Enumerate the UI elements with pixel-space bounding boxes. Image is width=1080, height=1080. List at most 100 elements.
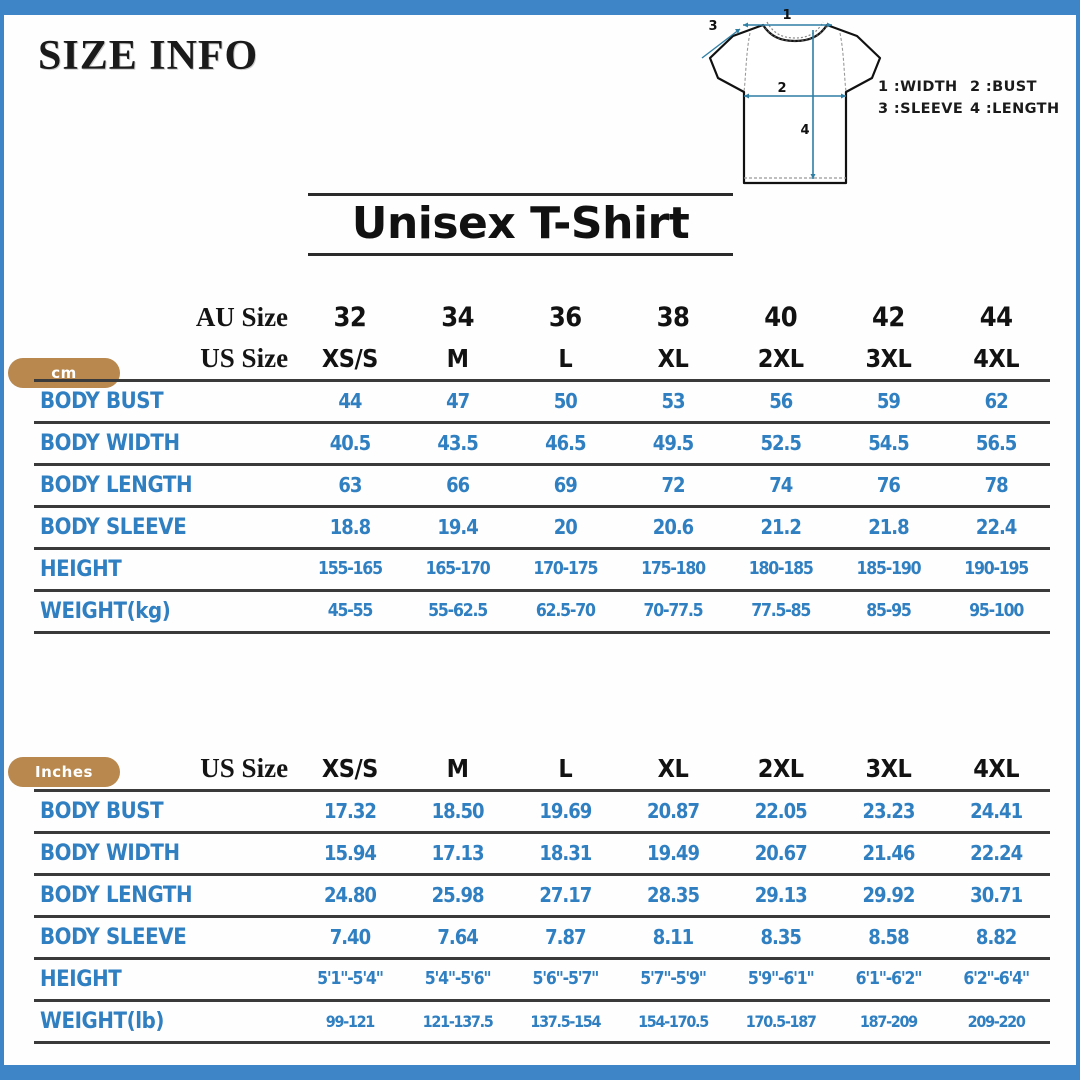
cell: 74 — [769, 473, 793, 497]
cm-us-col-7: 4XL — [973, 343, 1020, 373]
cell: 28.35 — [647, 883, 700, 907]
cell: 78 — [984, 473, 1009, 497]
collar-line-outer — [766, 21, 824, 39]
size-table-cm: AU Size 32 34 36 38 40 42 44 US Size XS/… — [34, 296, 1050, 634]
product-title-box: Unisex T-Shirt — [308, 193, 733, 256]
cell: 18.8 — [329, 515, 371, 539]
cell: 209-220 — [967, 1011, 1026, 1031]
measure-1-label: 1 — [782, 8, 791, 23]
cell: 5'7"-5'9" — [640, 969, 707, 989]
cm-au-col-6: 42 — [872, 301, 905, 333]
cell: 21.46 — [862, 841, 915, 865]
cell: 22.4 — [975, 515, 1017, 539]
unit-badge-inches: Inches — [8, 757, 120, 787]
cell: 17.13 — [431, 841, 485, 865]
measure-2-arrow-right — [841, 93, 846, 99]
cell: 20.87 — [647, 799, 700, 823]
inches-us-col-6: 3XL — [865, 753, 912, 783]
cell: 59 — [876, 389, 901, 413]
cm-us-col-1: XS/S — [321, 343, 378, 373]
cell: 8.11 — [652, 925, 694, 949]
unit-badge-cm: cm — [8, 358, 120, 388]
row-label-weight-lb: WEIGHT(lb) — [40, 1008, 165, 1034]
row-label-body-sleeve-in: BODY SLEEVE — [40, 924, 187, 950]
inches-header-row-us: US Size XS/S M L XL 2XL 3XL 4XL — [34, 748, 1050, 790]
cell: 6'1"-6'2" — [855, 969, 923, 989]
cell: 23.23 — [862, 799, 915, 823]
row-label-body-length-cm: BODY LENGTH — [40, 472, 193, 498]
table-row: HEIGHT 5'1"-5'4" 5'4"-5'6" 5'6"-5'7" 5'7… — [34, 958, 1050, 1000]
cell: 21.2 — [760, 515, 802, 539]
cm-au-col-7: 44 — [979, 301, 1013, 333]
diagram-legend: 1 :WIDTH 2 :BUST 3 :SLEEVE 4 :LENGTH — [878, 76, 1060, 120]
cell: 56.5 — [975, 431, 1017, 455]
bottom-accent-bar — [0, 1065, 1080, 1080]
legend-row-1: 1 :WIDTH 2 :BUST — [878, 76, 1060, 98]
cell: 85-95 — [866, 601, 912, 621]
row-label-body-sleeve-cm: BODY SLEEVE — [40, 514, 187, 540]
cell: 180-185 — [748, 559, 814, 579]
right-accent-bar — [1076, 0, 1080, 1080]
inches-table-head: US Size XS/S M L XL 2XL 3XL 4XL — [34, 748, 1050, 790]
cell: 8.35 — [760, 925, 802, 949]
cell: 7.40 — [329, 925, 371, 949]
cm-au-col-4: 38 — [656, 301, 690, 333]
top-accent-bar — [0, 0, 1080, 15]
table-row: BODY BUST 44 47 50 53 56 59 62 — [34, 380, 1050, 422]
table-row: WEIGHT(lb) 99-121 121-137.5 137.5-154 15… — [34, 1000, 1050, 1042]
cell: 24.41 — [970, 799, 1023, 823]
cell: 17.32 — [323, 799, 377, 823]
cm-table-body: BODY BUST 44 47 50 53 56 59 62 BODY WIDT… — [34, 380, 1050, 632]
inches-us-col-7: 4XL — [973, 753, 1020, 783]
cell: 72 — [661, 473, 685, 497]
cm-table-head: AU Size 32 34 36 38 40 42 44 US Size XS/… — [34, 296, 1050, 380]
cell: 43.5 — [437, 431, 478, 455]
cell: 5'4"-5'6" — [424, 969, 492, 989]
cm-au-col-3: 36 — [548, 301, 582, 333]
cell: 5'9"-6'1" — [747, 969, 815, 989]
cell: 52.5 — [760, 431, 802, 455]
measure-3-label: 3 — [708, 19, 717, 34]
cell: 99-121 — [325, 1011, 376, 1031]
right-sleeve-seam — [839, 32, 847, 93]
cell: 20 — [553, 515, 578, 539]
cell: 45-55 — [327, 601, 374, 621]
measure-2-label: 2 — [777, 81, 786, 96]
row-label-body-bust-cm: BODY BUST — [40, 388, 164, 414]
legend-length: 4 :LENGTH — [970, 101, 1060, 117]
cell: 46.5 — [545, 431, 586, 455]
cell: 18.31 — [539, 841, 592, 865]
cell: 165-170 — [425, 559, 491, 579]
cm-au-col-5: 40 — [764, 301, 798, 333]
cell: 56 — [769, 389, 793, 413]
cell: 7.87 — [545, 925, 586, 949]
cell: 55-62.5 — [428, 601, 488, 621]
cell: 50 — [553, 389, 578, 413]
cell: 21.8 — [868, 515, 909, 539]
cell: 154-170.5 — [638, 1011, 709, 1031]
measure-4-arrow — [810, 174, 816, 179]
inches-us-col-4: XL — [657, 753, 689, 783]
product-title: Unisex T-Shirt — [351, 198, 690, 249]
cell: 185-190 — [856, 559, 921, 579]
cell: 22.24 — [970, 841, 1023, 865]
cell: 15.94 — [323, 841, 377, 865]
cell: 54.5 — [868, 431, 909, 455]
cm-au-size-label: AU Size — [195, 301, 289, 332]
cell: 187-209 — [859, 1011, 918, 1031]
cell: 20.6 — [652, 515, 694, 539]
right-cuff — [871, 57, 881, 79]
row-label-body-length-in: BODY LENGTH — [40, 882, 193, 908]
cell: 77.5-85 — [751, 601, 811, 621]
page-title: SIZE INFO — [38, 33, 259, 79]
legend-bust: 2 :BUST — [970, 79, 1037, 95]
row-label-body-bust-in: BODY BUST — [40, 798, 164, 824]
tshirt-measurement-diagram: 1 3 2 4 — [700, 8, 890, 190]
collar-line — [762, 24, 828, 42]
cell: 40.5 — [329, 431, 371, 455]
cell: 29.92 — [862, 883, 915, 907]
table-row: BODY WIDTH 15.94 17.13 18.31 19.49 20.67… — [34, 832, 1050, 874]
cell: 175-180 — [641, 559, 706, 579]
inches-table-body: BODY BUST 17.32 18.50 19.69 20.87 22.05 … — [34, 790, 1050, 1042]
